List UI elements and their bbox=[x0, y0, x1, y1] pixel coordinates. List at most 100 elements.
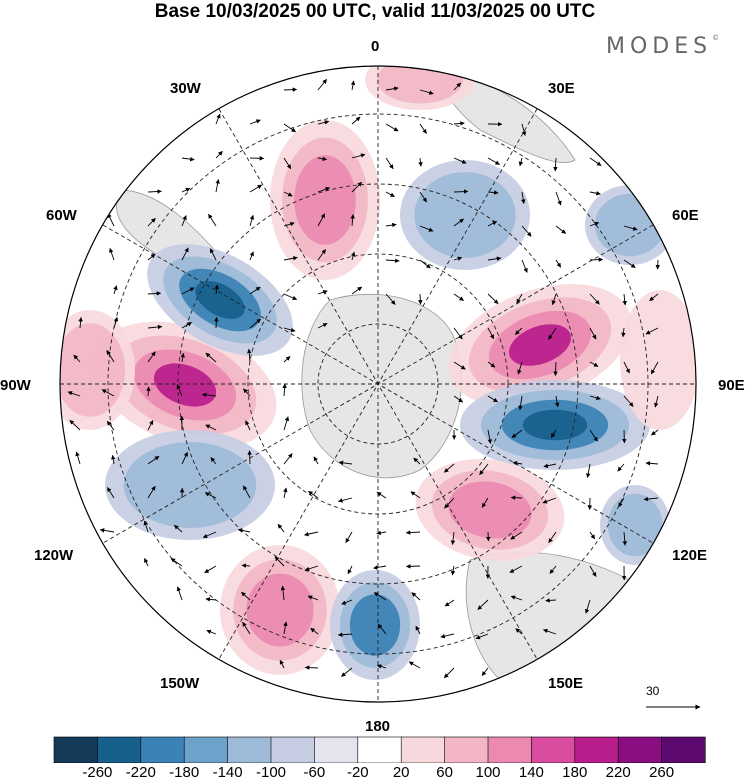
wind-vector bbox=[147, 291, 162, 296]
wind-vector bbox=[376, 664, 387, 669]
wind-vector bbox=[512, 460, 523, 466]
wind-vector bbox=[589, 531, 596, 540]
wind-vector bbox=[440, 633, 455, 639]
colorbar-tick-label: -140 bbox=[212, 764, 243, 781]
wind-vector bbox=[317, 120, 330, 125]
wind-vector bbox=[589, 157, 602, 166]
wind-vector bbox=[317, 156, 328, 162]
colorbar-tick-label: 180 bbox=[562, 764, 588, 781]
wind-vector bbox=[241, 563, 251, 568]
wind-vector bbox=[249, 184, 263, 193]
wind-vector bbox=[453, 157, 467, 164]
reference-vector-label: 30 bbox=[646, 684, 660, 698]
wind-vector bbox=[209, 248, 217, 261]
wind-vector bbox=[521, 191, 526, 204]
wind-vector bbox=[589, 257, 604, 262]
wind-vector bbox=[243, 485, 251, 499]
anomaly-field bbox=[60, 66, 696, 680]
wind-vector bbox=[147, 419, 154, 431]
wind-vector bbox=[542, 628, 557, 635]
wind-vector bbox=[487, 256, 502, 261]
wind-vector bbox=[107, 487, 115, 499]
wind-vector bbox=[214, 284, 219, 295]
wind-vector bbox=[351, 286, 363, 295]
wind-vector bbox=[481, 667, 489, 676]
wind-vector bbox=[550, 429, 557, 438]
colorbar-tick-label: 60 bbox=[436, 764, 453, 781]
wind-vector bbox=[453, 361, 466, 370]
wind-vector bbox=[283, 87, 298, 92]
anomaly-contour bbox=[294, 155, 356, 245]
wind-vector bbox=[621, 327, 626, 338]
wind-vector bbox=[147, 253, 156, 261]
wind-vector bbox=[408, 661, 421, 669]
wind-vector bbox=[242, 621, 251, 635]
wind-vector bbox=[650, 361, 659, 375]
wind-vector bbox=[376, 530, 387, 536]
wind-vector bbox=[548, 327, 557, 340]
label-0: 0 bbox=[371, 38, 380, 55]
wind-vector bbox=[249, 119, 261, 125]
wind-vector bbox=[549, 565, 557, 574]
anomaly-contour bbox=[620, 290, 696, 430]
label-60w: 60W bbox=[46, 207, 77, 224]
wind-vector bbox=[377, 623, 387, 635]
label-120e: 120E bbox=[672, 547, 708, 564]
wind-vector bbox=[283, 123, 296, 133]
wind-vector bbox=[147, 217, 156, 227]
colorbar-swatch bbox=[314, 736, 359, 763]
anomaly-contour bbox=[123, 442, 257, 528]
wind-vector bbox=[180, 352, 185, 363]
wind-vector bbox=[283, 327, 296, 333]
wind-vector bbox=[201, 392, 217, 398]
colorbar-swatch bbox=[487, 736, 533, 763]
wind-vector bbox=[617, 463, 625, 472]
wind-vector bbox=[385, 258, 400, 263]
wind-vector bbox=[385, 86, 399, 91]
colorbar-swatch bbox=[270, 736, 316, 763]
map-boundary bbox=[59, 65, 697, 703]
wind-vector bbox=[176, 586, 183, 601]
wind-vector bbox=[215, 113, 221, 125]
wind-vector bbox=[99, 528, 115, 533]
wind-vector bbox=[304, 665, 319, 670]
wind-vector bbox=[510, 531, 523, 540]
wind-vector bbox=[453, 82, 462, 91]
wind-vector bbox=[113, 316, 119, 329]
wind-vector bbox=[487, 429, 492, 444]
anomaly-contour bbox=[246, 573, 314, 647]
brand-mark: © bbox=[712, 34, 720, 42]
label-180: 180 bbox=[365, 718, 391, 735]
wind-vector bbox=[113, 285, 118, 295]
wind-vector bbox=[283, 416, 290, 431]
label-150e: 150E bbox=[548, 675, 584, 692]
wind-vector bbox=[350, 80, 356, 91]
wind-vector bbox=[487, 157, 500, 165]
wind-vector bbox=[418, 157, 423, 167]
label-90w: 90W bbox=[0, 377, 31, 394]
wind-vector bbox=[181, 156, 195, 162]
wind-vector bbox=[651, 429, 659, 436]
wind-vector bbox=[283, 157, 292, 170]
wind-vector bbox=[510, 595, 523, 601]
wind-vector bbox=[101, 389, 115, 397]
wind-vector bbox=[176, 384, 183, 397]
wind-vector bbox=[274, 556, 285, 567]
wind-vector bbox=[514, 327, 523, 335]
wind-vector bbox=[511, 429, 523, 438]
wind-vector bbox=[308, 490, 319, 499]
wind-vector bbox=[280, 585, 286, 601]
anomaly-contour bbox=[153, 363, 217, 407]
wind-vector bbox=[147, 189, 162, 194]
wind-vector bbox=[283, 487, 288, 499]
wind-vector bbox=[453, 189, 469, 194]
wind-vector bbox=[181, 322, 192, 329]
antarctica-land bbox=[301, 293, 462, 479]
wind-vector bbox=[341, 667, 353, 677]
wind-vector bbox=[147, 485, 156, 499]
colorbar-tick-label: 100 bbox=[475, 764, 501, 781]
modes-logo: MODES© bbox=[606, 34, 719, 59]
wind-vector bbox=[243, 388, 251, 397]
wind-vector bbox=[181, 187, 191, 193]
wind-vector bbox=[649, 293, 659, 302]
